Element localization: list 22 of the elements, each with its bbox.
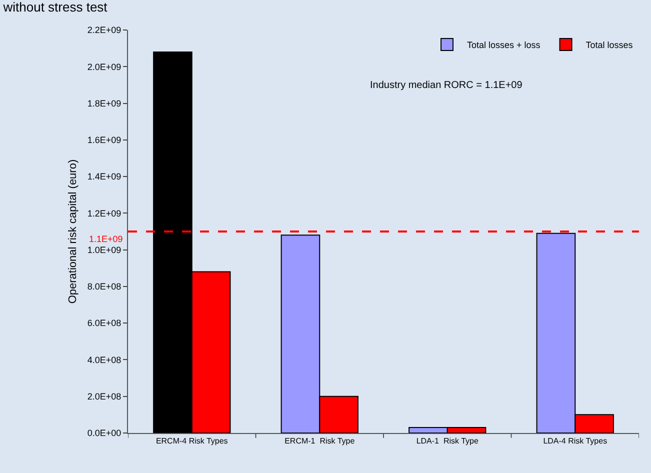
y-tick-label: 2.2E+09 bbox=[87, 25, 122, 36]
x-tick-label: LDA-4 Risk Types bbox=[543, 436, 608, 446]
y-tick-label: 1.8E+09 bbox=[87, 98, 122, 108]
y-tick-label: 0.0E+00 bbox=[87, 428, 122, 438]
y-tick-label: 1.6E+09 bbox=[87, 135, 122, 146]
y-axis-title: Operational risk capital (euro) bbox=[67, 159, 80, 304]
legend-label: Total losses bbox=[586, 40, 634, 50]
y-tick-label: 2.0E+09 bbox=[87, 62, 122, 72]
x-tick-label: LDA-1 Risk Type bbox=[416, 436, 479, 446]
y-tick-label: 1.2E+09 bbox=[87, 208, 122, 218]
y-tick-label: 1.0E+09 bbox=[87, 244, 122, 255]
x-tick-label: ERCM-1 Risk Type bbox=[284, 436, 356, 446]
y-tick-label: 4.0E+08 bbox=[87, 354, 122, 365]
y-tick-label: 8.0E+08 bbox=[87, 282, 122, 292]
y-tick-label: 1.4E+09 bbox=[87, 172, 122, 182]
y-tick-label: 6.0E+08 bbox=[87, 318, 122, 328]
legend-label: Total losses + loss bbox=[467, 40, 541, 50]
y-tick-label: 2.0E+08 bbox=[87, 392, 122, 402]
chart-title: without stress test bbox=[2, 0, 108, 14]
x-tick-label: ERCM-4 Risk Types bbox=[156, 436, 228, 446]
ref-line-label: 1.1E+09 bbox=[89, 234, 123, 244]
annotation: Industry median RORC = 1.1E+09 bbox=[370, 80, 523, 91]
